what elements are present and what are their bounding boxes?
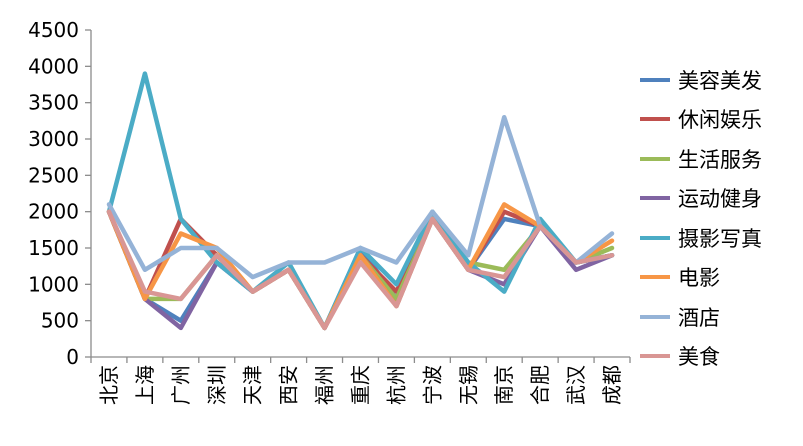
x-tick-label: 西安 bbox=[277, 365, 301, 405]
legend-swatch bbox=[640, 77, 670, 82]
legend-item: 运动健身 bbox=[640, 179, 800, 219]
y-tick-label: 500 bbox=[41, 309, 79, 333]
y-tick-label: 3000 bbox=[28, 127, 79, 151]
x-tick-label: 杭州 bbox=[384, 365, 408, 405]
legend-swatch bbox=[640, 117, 670, 122]
legend-swatch bbox=[640, 196, 670, 201]
x-tick-label: 上海 bbox=[133, 365, 157, 405]
x-tick-label: 北京 bbox=[97, 365, 121, 405]
y-tick-label: 2000 bbox=[28, 200, 79, 224]
legend-label: 美容美发 bbox=[678, 68, 762, 93]
legend-swatch bbox=[640, 156, 670, 161]
x-tick-label: 无锡 bbox=[456, 365, 480, 405]
series-line-8 bbox=[106, 209, 615, 331]
legend-item: 生活服务 bbox=[640, 139, 800, 179]
x-tick-label: 广州 bbox=[169, 365, 193, 405]
legend: 美容美发休闲娱乐生活服务运动健身摄影写真电影酒店美食 bbox=[640, 60, 800, 376]
x-tick-label: 宁波 bbox=[420, 365, 444, 405]
y-tick-label: 0 bbox=[66, 345, 79, 369]
legend-item: 休闲娱乐 bbox=[640, 100, 800, 140]
x-tick-label: 天津 bbox=[241, 365, 265, 405]
axes bbox=[85, 29, 631, 363]
legend-label: 生活服务 bbox=[678, 147, 762, 172]
legend-swatch bbox=[640, 235, 670, 240]
x-tick-label: 武汉 bbox=[564, 365, 588, 405]
x-tick-label: 成都 bbox=[600, 365, 624, 405]
series-lines bbox=[106, 71, 615, 331]
y-tick-label: 1500 bbox=[28, 236, 79, 260]
series-line-7 bbox=[106, 114, 615, 280]
legend-label: 摄影写真 bbox=[678, 226, 762, 251]
y-tick-label: 1000 bbox=[28, 272, 79, 296]
legend-label: 电影 bbox=[678, 266, 720, 291]
legend-label: 休闲娱乐 bbox=[678, 108, 762, 133]
legend-item: 美食 bbox=[640, 337, 800, 377]
legend-item: 摄影写真 bbox=[640, 218, 800, 258]
legend-label: 运动健身 bbox=[678, 187, 762, 212]
y-tick-label: 4000 bbox=[28, 54, 79, 78]
series-line-5 bbox=[106, 71, 615, 331]
x-tick-label: 南京 bbox=[492, 365, 516, 405]
legend-item: 电影 bbox=[640, 258, 800, 298]
legend-item: 美容美发 bbox=[640, 60, 800, 100]
y-axis-ticks: 0 500 1000 1500 2000 2500 3000 3500 4000 4500 bbox=[28, 18, 79, 369]
legend-swatch bbox=[640, 314, 670, 319]
legend-swatch bbox=[640, 275, 670, 280]
x-tick-label: 重庆 bbox=[349, 365, 373, 405]
y-tick-label: 4500 bbox=[28, 18, 79, 42]
series-line-6 bbox=[106, 202, 615, 331]
legend-swatch bbox=[640, 354, 670, 359]
x-tick-label: 深圳 bbox=[205, 365, 229, 405]
x-tick-label: 福州 bbox=[313, 365, 337, 405]
x-axis-ticks: 北京 上海 广州 深圳 天津 西安 福州 重庆 杭州 宁波 无锡 南京 合肥 武汉 成都 bbox=[97, 365, 624, 405]
legend-label: 美食 bbox=[678, 345, 720, 370]
legend-label: 酒店 bbox=[678, 305, 720, 330]
x-tick-label: 合肥 bbox=[528, 365, 552, 405]
legend-item: 酒店 bbox=[640, 297, 800, 337]
y-tick-label: 2500 bbox=[28, 163, 79, 187]
y-tick-label: 3500 bbox=[28, 91, 79, 115]
